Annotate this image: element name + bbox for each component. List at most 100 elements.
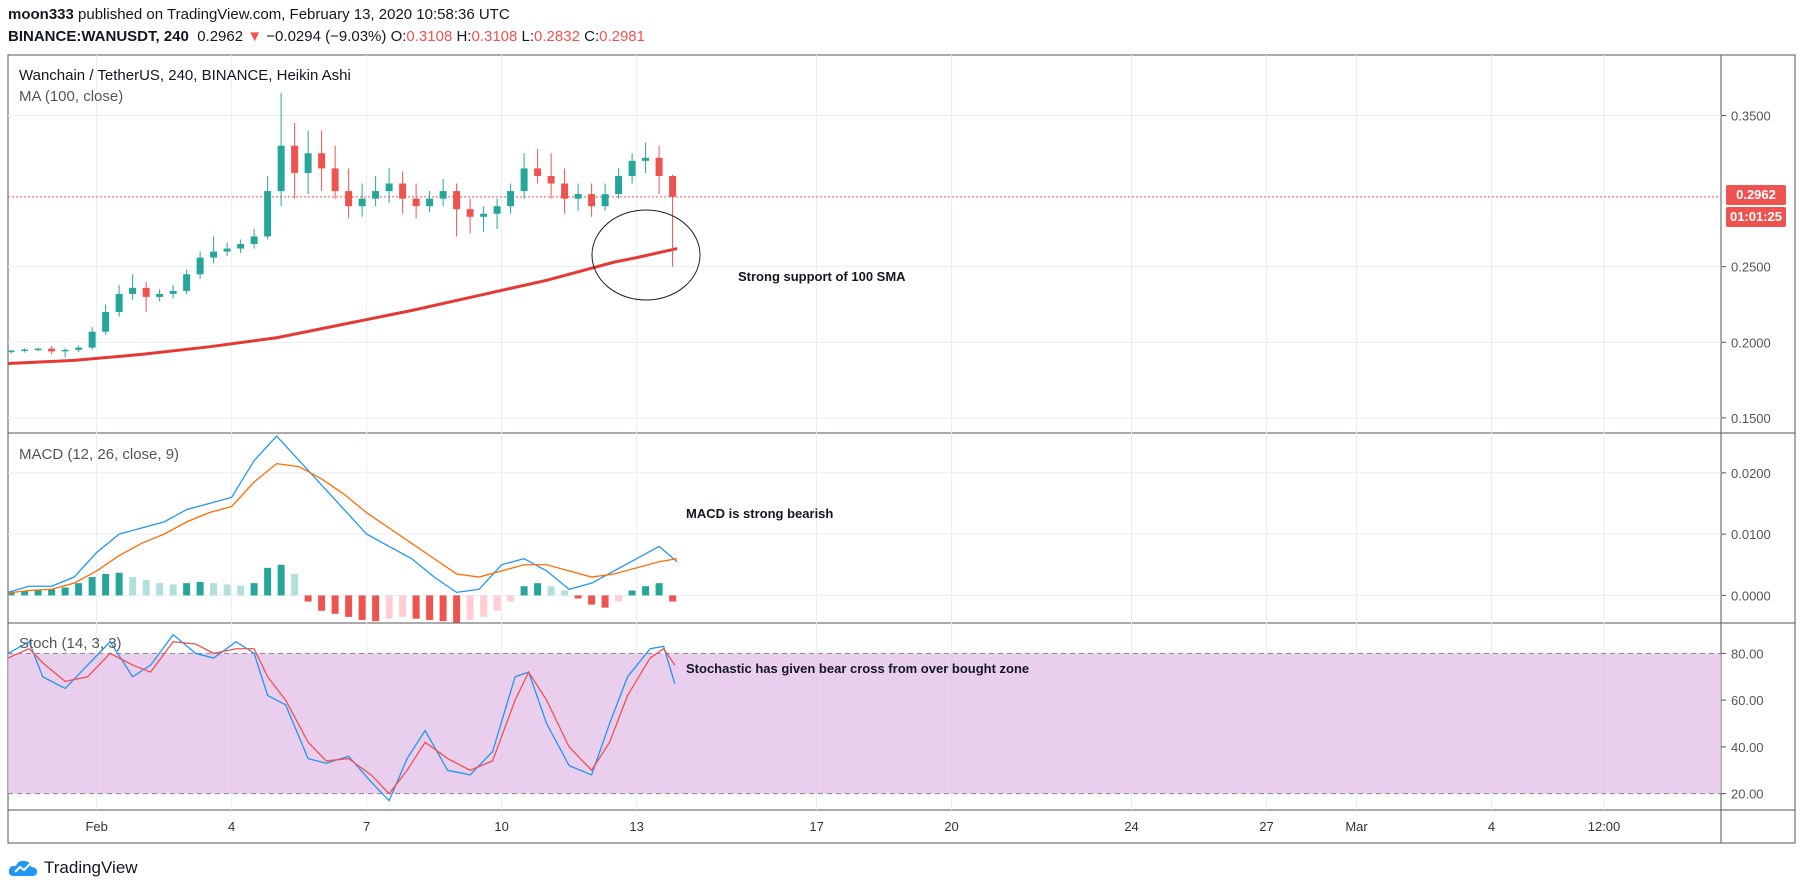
macd-histogram-bar [183, 583, 191, 596]
tradingview-logo[interactable]: TradingView [8, 858, 138, 878]
high-value: 0.3108 [471, 28, 518, 45]
stoch-annotation: Stochastic has given bear cross from ove… [686, 661, 1030, 676]
candle-body [412, 198, 420, 207]
x-tick-label: 4 [1488, 819, 1495, 834]
macd-histogram-bar [115, 572, 123, 596]
macd-histogram-bar [385, 595, 393, 619]
candle-body [264, 191, 272, 237]
macd-histogram-bar [358, 595, 366, 620]
candle-body [642, 157, 650, 161]
ohlc-line: BINANCE:WANUSDT, 240 0.2962 ▼ −0.0294 (−… [8, 28, 645, 45]
x-tick-label: 13 [629, 819, 643, 834]
macd-histogram-bar [480, 595, 488, 617]
candle-body [385, 183, 393, 192]
close-label: C: [584, 28, 600, 45]
macd-axis-label: 0.0200 [1731, 466, 1771, 481]
candle-body [453, 191, 461, 210]
candle-body [48, 348, 56, 352]
macd-histogram-bar [547, 586, 555, 596]
macd-histogram-bar [250, 583, 258, 596]
candle-body [169, 290, 177, 294]
sma-annotation: Strong support of 100 SMA [738, 269, 906, 284]
candle-body [628, 160, 636, 176]
candle-body [331, 168, 339, 192]
macd-label: MACD (12, 26, close, 9) [19, 446, 180, 463]
x-tick-label: 17 [809, 819, 823, 834]
macd-histogram-bar [102, 573, 110, 596]
macd-histogram-bar [75, 583, 83, 596]
stoch-axis-label: 20.00 [1731, 787, 1764, 802]
x-tick-label: 12:00 [1588, 819, 1621, 834]
candle-body [7, 350, 15, 353]
macd-histogram-bar [156, 583, 164, 596]
x-tick-label: Mar [1345, 819, 1368, 834]
x-tick-label: 20 [944, 819, 958, 834]
macd-histogram-bar [628, 590, 636, 596]
publisher-name[interactable]: moon333 [8, 6, 74, 23]
macd-histogram-bar [318, 595, 326, 611]
candle-body [588, 194, 596, 207]
candle-body [520, 168, 528, 192]
macd-histogram-bar [237, 585, 245, 596]
macd-histogram-bar [601, 595, 609, 608]
support-circle-annotation [591, 209, 701, 301]
macd-histogram-bar [169, 584, 177, 596]
macd-histogram-bar [129, 577, 137, 596]
x-tick-label: Feb [85, 819, 107, 834]
chart-frame [7, 54, 1796, 844]
macd-histogram-bar [615, 595, 623, 602]
candle-body [142, 287, 150, 297]
macd-histogram-bar [34, 590, 42, 596]
x-tick-label: 10 [494, 819, 508, 834]
price-axis-label: 0.2500 [1731, 260, 1771, 275]
high-label: H: [456, 28, 472, 45]
ma-label: MA (100, close) [19, 88, 124, 105]
macd-histogram-bar [399, 595, 407, 617]
candle-body [34, 348, 42, 351]
macd-histogram-bar [426, 595, 434, 620]
candle-body [61, 349, 69, 352]
main-pane-title: Wanchain / TetherUS, 240, BINANCE, Heiki… [19, 67, 351, 84]
macd-axis-label: 0.0100 [1731, 527, 1771, 542]
macd-line [7, 435, 678, 594]
macd-signal-line [7, 462, 678, 594]
logo-text: TradingView [44, 858, 138, 877]
down-arrow-icon: ▼ [247, 28, 263, 45]
macd-histogram-bar [345, 595, 353, 617]
last-price-tag: 0.2962 [1726, 185, 1786, 205]
macd-axis-label: 0.0000 [1731, 588, 1771, 603]
candle-body [655, 157, 663, 176]
close-value: 0.2981 [599, 28, 645, 45]
macd-histogram-bar [210, 583, 218, 596]
macd-annotation: MACD is strong bearish [686, 506, 834, 521]
candle-body [601, 194, 609, 207]
candle-body [345, 191, 353, 207]
stoch-d-line [7, 641, 676, 795]
macd-histogram-bar [61, 587, 69, 596]
open-value: 0.3108 [406, 28, 453, 45]
candle-body [291, 145, 299, 173]
candle-body [223, 248, 231, 252]
tradingview-cloud-icon [8, 860, 37, 876]
price-axis-label: 0.3500 [1731, 108, 1771, 123]
macd-histogram-bar [561, 590, 569, 596]
bar-countdown-tag: 01:01:25 [1726, 207, 1786, 227]
published-text: published on TradingView.com, February 1… [73, 6, 510, 23]
x-tick-label: 24 [1124, 819, 1138, 834]
open-label: O: [390, 28, 407, 45]
price-change: −0.0294 (−9.03%) [266, 28, 387, 45]
candle-body [196, 257, 204, 275]
candle-body [115, 293, 123, 313]
macd-histogram-bar [142, 580, 150, 596]
price-axis-label: 0.2000 [1731, 335, 1771, 350]
candle-body [561, 183, 569, 199]
candle-body [156, 293, 164, 297]
candle-body [534, 168, 542, 176]
candle-body [102, 312, 110, 332]
macd-histogram-bar [574, 595, 582, 599]
candle-body [547, 175, 555, 184]
macd-histogram-bar [277, 564, 285, 596]
candle-body [615, 175, 623, 195]
low-value: 0.2832 [534, 28, 580, 45]
